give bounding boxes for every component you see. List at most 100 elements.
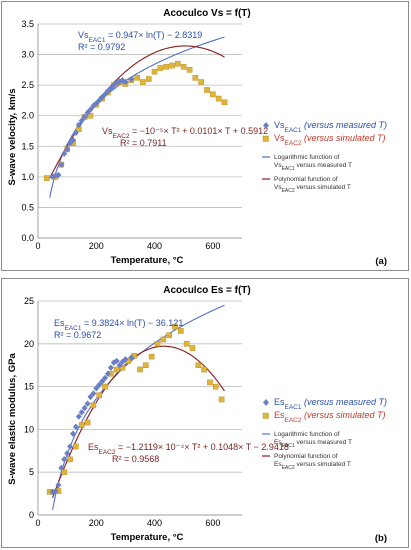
legend-label-eac1: EsEAC1 (versus measured T) xyxy=(274,397,387,411)
data-point-eac1 xyxy=(104,370,111,377)
chart-panel-a: Acoculco Vs = f(T) 0.0 0.5 1.0 1.5 2.0 2.5 3.0… xyxy=(1,1,409,271)
data-point-eac2 xyxy=(212,383,219,390)
poly-fit-equation: VsEAC2 = −10⁻⁵× T² + 0.0101× T + 0.5912 xyxy=(102,126,268,140)
chart-a-panel-label: (a) xyxy=(375,256,387,267)
data-point-eac2 xyxy=(87,112,94,119)
data-point-eac1 xyxy=(69,430,76,437)
y-tick-label: 2.0 xyxy=(21,111,34,121)
data-point-eac2 xyxy=(183,341,190,347)
chart-a-svg: Acoculco Vs = f(T) 0.0 0.5 1.0 1.5 2.0 2.5 3.0… xyxy=(7,8,387,267)
data-point-eac2 xyxy=(102,383,108,390)
data-point-eac1 xyxy=(99,378,106,385)
data-point-eac2 xyxy=(145,76,152,82)
data-point-eac2 xyxy=(73,443,79,450)
data-point-eac2 xyxy=(151,68,158,75)
data-point-eac2 xyxy=(201,366,207,373)
legend-fit-label: Logarithmic function of xyxy=(274,431,340,438)
data-point-eac2 xyxy=(140,79,146,85)
data-point-eac1 xyxy=(113,357,120,365)
data-point-eac1 xyxy=(49,173,56,181)
chart-b-title: Acoculco Es = f(T) xyxy=(163,285,251,296)
legend-marker-eac2 xyxy=(262,412,269,419)
chart-b-panel-label: (b) xyxy=(375,533,387,544)
legend-marker-eac1 xyxy=(263,399,269,406)
data-point-eac2 xyxy=(78,422,85,428)
data-point-eac1 xyxy=(81,404,88,412)
data-point-eac2 xyxy=(198,79,205,85)
data-point-eac1 xyxy=(58,464,65,472)
data-point-eac2 xyxy=(166,332,172,339)
legend-fit-label: VsEAC2 versus simulated T xyxy=(274,184,351,194)
log-fit-equation: VsEAC1 = 0.947× ln(T) − 2.8319 xyxy=(78,30,202,44)
data-point-eac2 xyxy=(189,345,196,351)
chart-panel-b: Acoculco Es = f(T) 0 5 10 15 20 25 0 200 400 600 … xyxy=(1,278,409,548)
data-point-eac2 xyxy=(177,328,184,334)
legend-label-eac2: EsEAC2 (versus simulated T) xyxy=(274,410,386,424)
data-point-eac1 xyxy=(102,374,109,382)
data-point-eac1 xyxy=(58,161,65,168)
y-tick-label: 2.5 xyxy=(21,80,34,90)
data-point-eac1 xyxy=(96,97,103,104)
data-point-eac2 xyxy=(134,75,140,81)
x-tick-label: 0 xyxy=(35,241,40,251)
y-tick-label: 1.0 xyxy=(21,172,34,182)
data-point-eac1 xyxy=(55,171,62,179)
y-tick-label: 1.5 xyxy=(21,141,34,151)
chart-b-ylabel: S-wave elastic modulus, GPa xyxy=(7,353,18,485)
y-tick-label: 3.0 xyxy=(21,50,34,60)
x-tick-label: 400 xyxy=(147,518,162,528)
poly-fit-line xyxy=(49,45,225,179)
data-point-eac1 xyxy=(84,400,91,407)
legend-label-eac2: VsEAC2 (versus simulated T) xyxy=(274,133,386,147)
log-fit-r2: R² = 0.9792 xyxy=(78,42,125,52)
data-point-eac1 xyxy=(128,354,135,361)
data-point-eac1 xyxy=(87,393,94,401)
x-tick-label: 400 xyxy=(147,241,162,251)
data-point-eac1 xyxy=(116,362,123,369)
x-tick-label: 600 xyxy=(205,241,220,251)
data-point-eac1 xyxy=(69,136,76,144)
data-point-eac1 xyxy=(52,487,59,495)
legend-marker-eac2 xyxy=(262,135,269,142)
data-point-eac2 xyxy=(43,175,50,181)
data-point-eac1 xyxy=(122,356,129,363)
data-point-eac2 xyxy=(148,353,155,360)
poly-fit-equation: EsEAC2 = −1.2119× 10⁻⁴× T² + 0.1048× T −… xyxy=(88,442,289,456)
data-point-eac2 xyxy=(204,87,210,93)
y-tick-label: 10 xyxy=(24,424,34,434)
chart-a-title: Acoculco Vs = f(T) xyxy=(163,8,251,19)
data-point-eac1 xyxy=(119,77,126,84)
y-tick-label: 5 xyxy=(29,467,34,477)
chart-a-ylabel: S-wave velocity, km/s xyxy=(7,89,18,186)
data-point-eac1 xyxy=(110,81,117,89)
data-point-eac2 xyxy=(163,64,170,70)
data-point-eac2 xyxy=(67,456,73,463)
legend-fit-label: VsEAC1 versus measured T xyxy=(274,162,352,172)
data-point-eac1 xyxy=(107,364,114,371)
y-tick-label: 25 xyxy=(24,296,34,306)
data-point-eac1 xyxy=(99,94,106,101)
x-tick-label: 0 xyxy=(35,518,40,528)
data-point-eac2 xyxy=(143,362,149,368)
legend-fit-label: EsEAC1 versus measured T xyxy=(274,439,352,449)
data-point-eac1 xyxy=(75,121,82,129)
x-tick-label: 600 xyxy=(205,518,220,528)
y-tick-label: 20 xyxy=(24,339,34,349)
poly-fit-r2: R² = 0.7911 xyxy=(120,138,167,148)
y-tick-label: 0.5 xyxy=(21,202,34,212)
data-point-eac1 xyxy=(61,456,68,463)
data-point-eac1 xyxy=(87,106,94,113)
chart-b-xlabel: Temperature, °C xyxy=(111,532,184,543)
poly-fit-r2: R² = 0.9568 xyxy=(112,454,159,464)
data-point-eac1 xyxy=(64,146,71,153)
legend-fit-label: Polynomial function of xyxy=(274,176,338,183)
data-point-eac2 xyxy=(84,419,91,426)
data-point-eac1 xyxy=(49,488,56,496)
data-point-eac2 xyxy=(195,362,202,368)
data-point-eac2 xyxy=(186,67,193,73)
x-tick-label: 200 xyxy=(89,518,104,528)
data-point-eac2 xyxy=(175,60,181,67)
legend-fit-label: Logarithmic function of xyxy=(274,154,340,161)
data-point-eac2 xyxy=(137,366,143,373)
log-fit-line xyxy=(49,36,225,198)
